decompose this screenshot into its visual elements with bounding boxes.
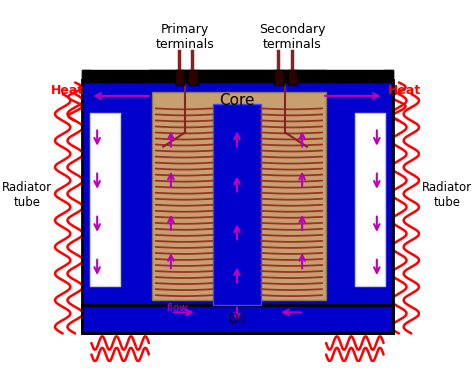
Bar bbox=[149, 70, 326, 80]
Bar bbox=[383, 70, 393, 80]
Text: Radiator
tube: Radiator tube bbox=[422, 181, 472, 209]
Bar bbox=[90, 113, 120, 286]
Text: Radiator
tube: Radiator tube bbox=[2, 181, 52, 209]
Bar bbox=[355, 113, 385, 286]
Text: flow: flow bbox=[167, 303, 189, 313]
Text: Primary
terminals: Primary terminals bbox=[156, 23, 215, 51]
Bar bbox=[152, 92, 326, 300]
Bar bbox=[175, 70, 184, 85]
Text: Core: Core bbox=[219, 93, 255, 108]
Bar bbox=[213, 104, 261, 305]
Text: Oil: Oil bbox=[228, 312, 246, 326]
Text: Secondary
terminals: Secondary terminals bbox=[259, 23, 326, 51]
Bar bbox=[188, 70, 198, 85]
Text: Heat: Heat bbox=[51, 84, 84, 97]
Text: Heat: Heat bbox=[388, 84, 421, 97]
Bar bbox=[274, 70, 284, 85]
Bar bbox=[288, 70, 297, 85]
Bar bbox=[82, 70, 91, 80]
Bar bbox=[82, 305, 393, 333]
Bar bbox=[82, 80, 393, 333]
Bar bbox=[82, 70, 393, 81]
